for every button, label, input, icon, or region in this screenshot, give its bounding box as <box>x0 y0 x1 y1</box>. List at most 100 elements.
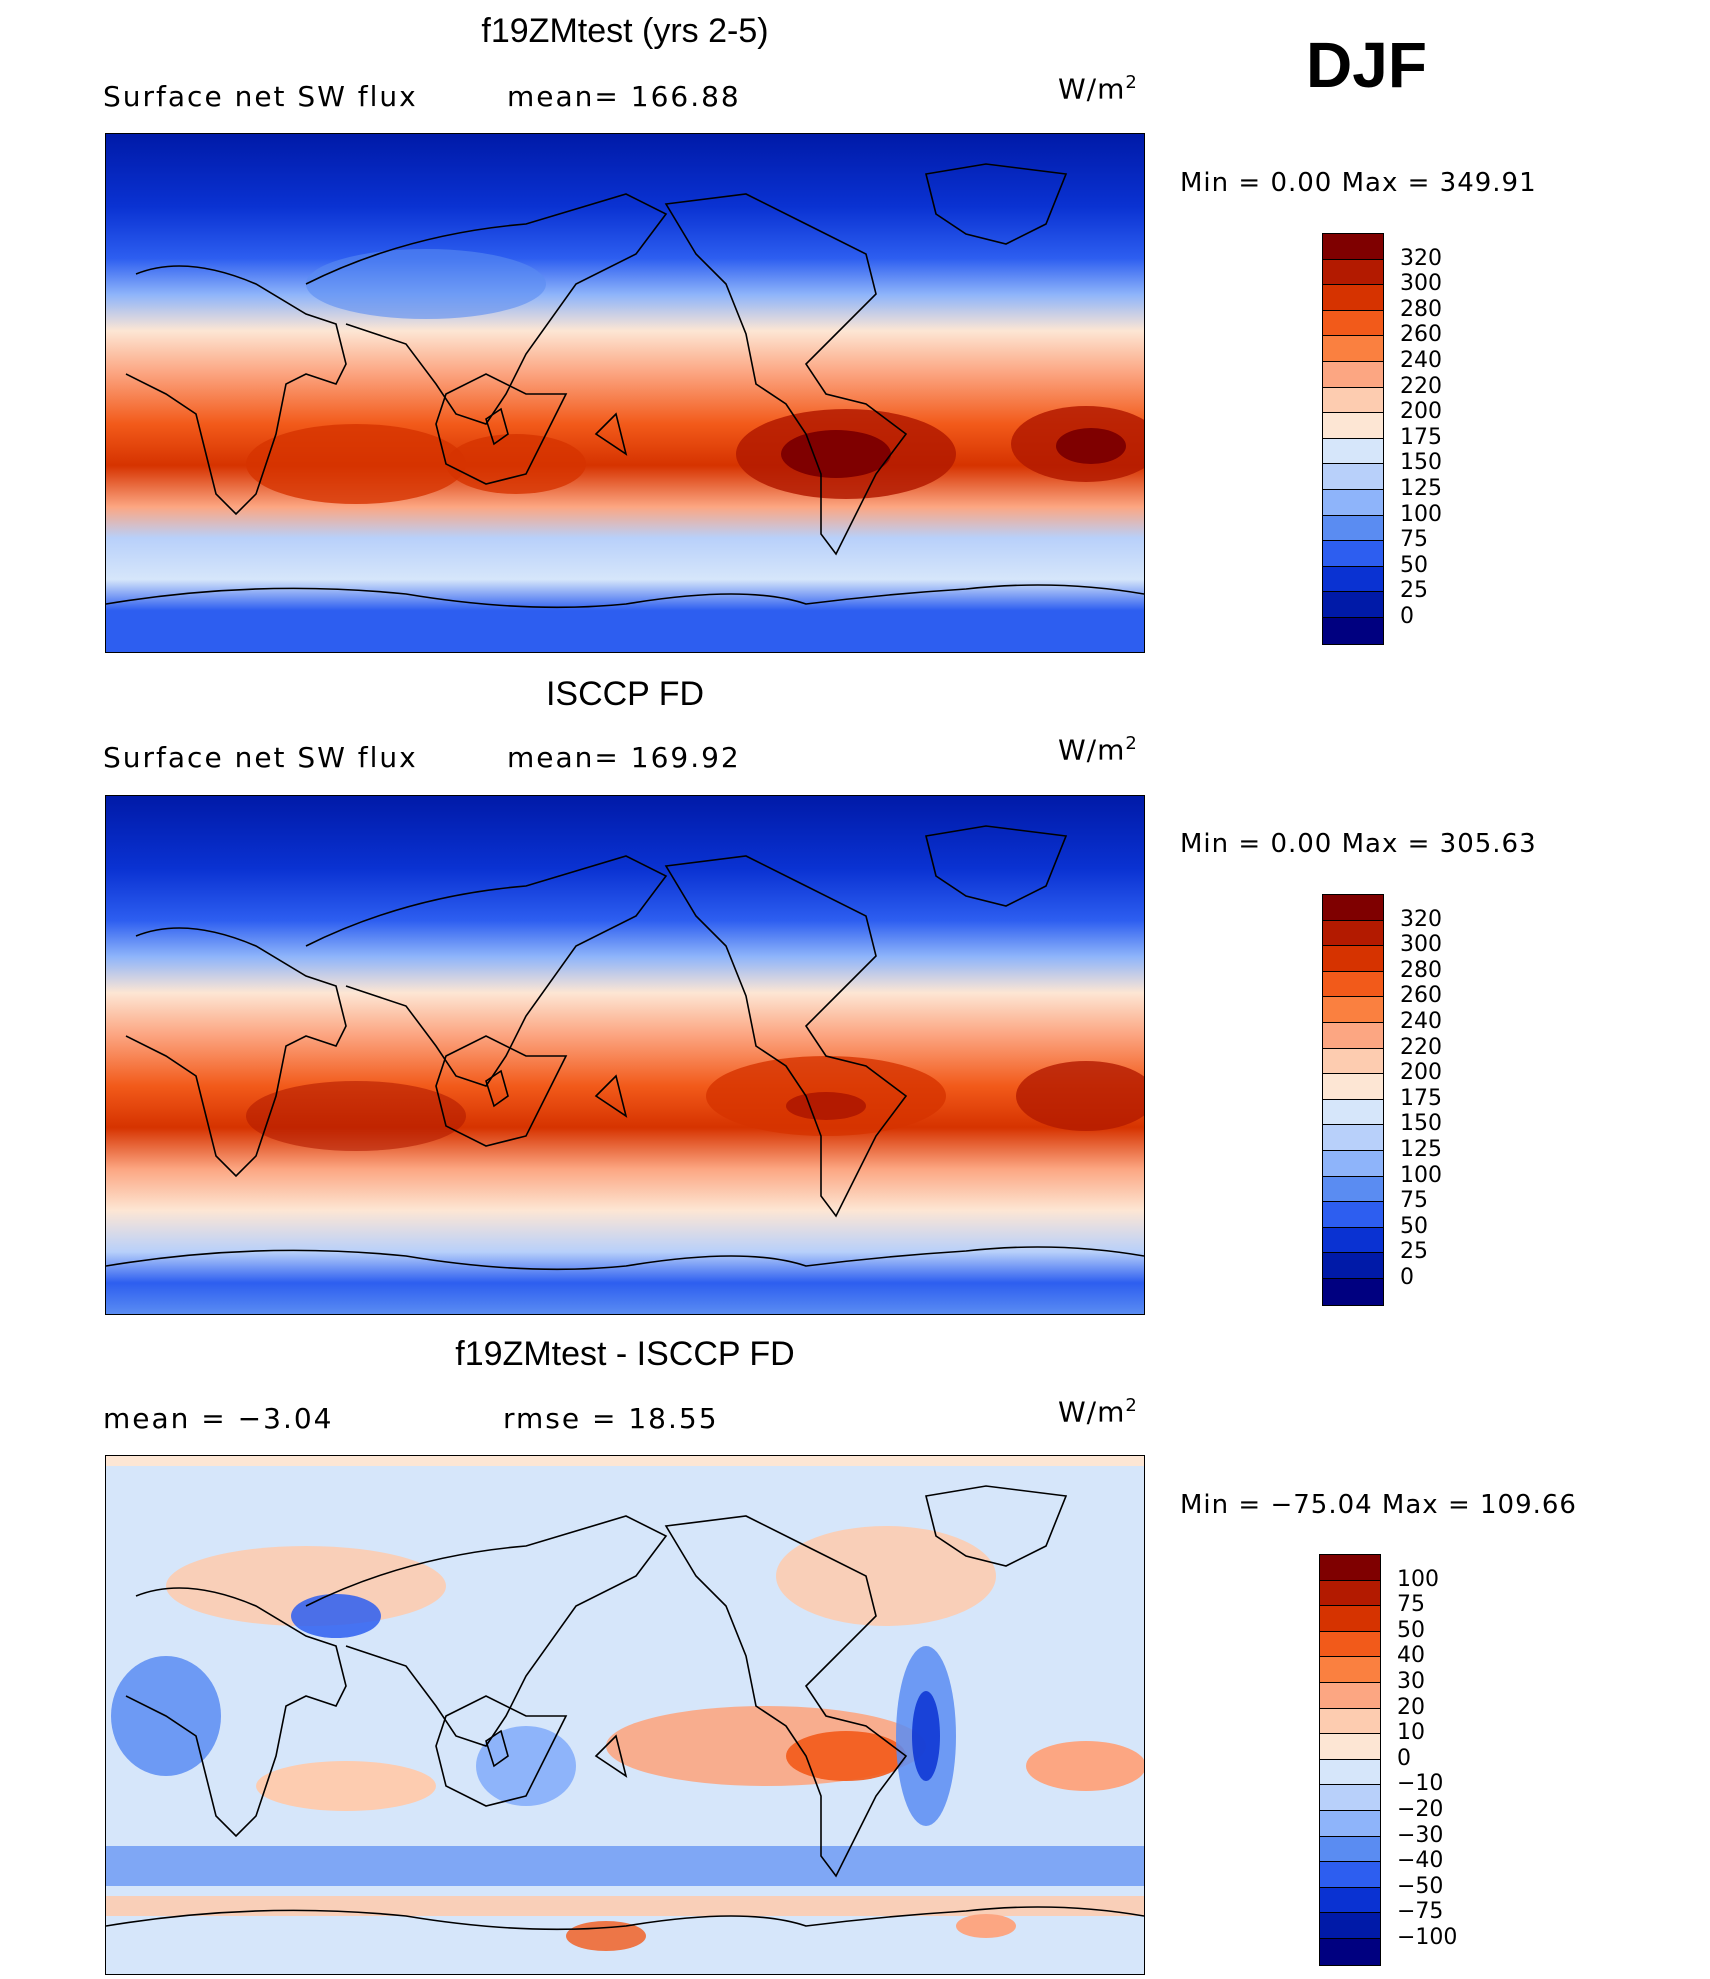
colorbar-tick-label: 25 <box>1400 1239 1428 1265</box>
colorbar-tick-label: 25 <box>1400 578 1428 604</box>
colorbar-swatch <box>1320 1555 1380 1581</box>
colorbar-tick-label: 260 <box>1400 322 1442 348</box>
colorbar-tick-label: 220 <box>1400 373 1442 399</box>
panel-2-mean: mean= 169.92 <box>507 741 741 774</box>
colorbar-swatch <box>1323 1022 1383 1049</box>
colorbar-tick-label: 75 <box>1400 1188 1428 1214</box>
panel-1-title: f19ZMtest (yrs 2-5) <box>481 12 769 50</box>
colorbar-tick-label: 300 <box>1400 271 1442 297</box>
panel-3-rmse: rmse = 18.55 <box>503 1402 719 1435</box>
colorbar-tick-label: 0 <box>1400 1265 1414 1290</box>
colorbar-swatch <box>1323 1150 1383 1177</box>
colorbar-tick-label: −50 <box>1397 1873 1444 1899</box>
colorbar-swatch <box>1320 1606 1380 1632</box>
colorbar-swatch <box>1323 234 1383 260</box>
colorbar-tick-label: 75 <box>1400 527 1428 553</box>
colorbar-swatch <box>1323 438 1383 465</box>
colorbar-swatch <box>1320 1887 1380 1914</box>
colorbar-swatch <box>1320 1938 1380 1965</box>
colorbar-swatch <box>1320 1708 1380 1735</box>
colorbar-tick-label: −75 <box>1397 1899 1444 1925</box>
colorbar-tick-label: 320 <box>1400 245 1442 271</box>
colorbar-swatch <box>1323 566 1383 593</box>
colorbar-swatch <box>1323 464 1383 490</box>
colorbar-swatch <box>1323 895 1383 921</box>
colorbar-swatch <box>1323 592 1383 618</box>
colorbar-swatch <box>1323 413 1383 439</box>
colorbar-tick-label: 20 <box>1397 1694 1425 1720</box>
colorbar-tick-label: 50 <box>1397 1617 1425 1643</box>
colorbar-swatch <box>1320 1734 1380 1760</box>
colorbar-swatch <box>1323 946 1383 972</box>
season-label: DJF <box>1306 29 1427 101</box>
colorbar-swatch <box>1323 361 1383 388</box>
colorbar-swatch <box>1323 285 1383 311</box>
colorbar-tick-label: 150 <box>1400 1111 1442 1137</box>
panel-1-field-label: Surface net SW flux <box>103 80 418 113</box>
colorbar-swatch <box>1323 920 1383 947</box>
colorbar-swatch <box>1323 997 1383 1023</box>
panel-3-title: f19ZMtest - ISCCP FD <box>455 1335 795 1373</box>
colorbar-tick-label: 320 <box>1400 906 1442 932</box>
panel-2-minmax: Min = 0.00 Max = 305.63 <box>1180 829 1537 859</box>
colorbar-tick-label: 0 <box>1400 604 1414 629</box>
colorbar-tick-label: 10 <box>1397 1720 1425 1746</box>
colorbar-tick-label: 40 <box>1397 1643 1425 1669</box>
colorbar-swatch <box>1320 1836 1380 1863</box>
colorbar-swatch <box>1323 1074 1383 1100</box>
colorbar-swatch <box>1323 1048 1383 1075</box>
colorbar-swatches <box>1322 894 1384 1306</box>
colorbar-swatch <box>1323 1099 1383 1126</box>
colorbar-swatch <box>1323 971 1383 998</box>
colorbar-tick-label: 175 <box>1400 1085 1442 1111</box>
panel-2-field-label: Surface net SW flux <box>103 741 418 774</box>
colorbar-tick-label: 100 <box>1397 1566 1439 1592</box>
colorbar-swatch <box>1323 310 1383 337</box>
colorbar-tick-label: 175 <box>1400 424 1442 450</box>
panel-1-map <box>105 133 1145 653</box>
panel-1-units: W/m2 <box>1058 72 1138 106</box>
panel-1-minmax: Min = 0.00 Max = 349.91 <box>1180 168 1537 198</box>
panel-2-map <box>105 795 1145 1315</box>
colorbar-swatch <box>1320 1682 1380 1709</box>
colorbar-tick-label: 100 <box>1400 1162 1442 1188</box>
colorbar-swatch <box>1320 1810 1380 1837</box>
colorbar-swatch <box>1323 1227 1383 1254</box>
panel-3-units: W/m2 <box>1058 1395 1138 1429</box>
colorbar-tick-label: 30 <box>1397 1669 1425 1694</box>
colorbar-tick-label: 50 <box>1400 552 1428 578</box>
colorbar-swatches <box>1319 1554 1381 1966</box>
colorbar-swatch <box>1320 1657 1380 1683</box>
colorbar-tick-label: 200 <box>1400 399 1442 425</box>
colorbar-tick-label: −100 <box>1397 1925 1458 1950</box>
colorbar-tick-label: 240 <box>1400 1009 1442 1034</box>
colorbar-swatch <box>1323 541 1383 567</box>
colorbar-tick-label: 220 <box>1400 1034 1442 1060</box>
colorbar-tick-label: 280 <box>1400 296 1442 322</box>
colorbar-swatch <box>1323 1125 1383 1151</box>
colorbar-swatch <box>1323 489 1383 516</box>
panel-3-minmax: Min = −75.04 Max = 109.66 <box>1180 1490 1577 1520</box>
panel-3-mean: mean = −3.04 <box>103 1402 334 1435</box>
colorbar-swatch <box>1323 336 1383 362</box>
colorbar-tick-label: 0 <box>1397 1745 1411 1771</box>
panel-2-title: ISCCP FD <box>545 675 705 713</box>
colorbar-swatch <box>1320 1631 1380 1658</box>
colorbar-tick-label: −10 <box>1397 1771 1444 1797</box>
colorbar-tick-label: 260 <box>1400 983 1442 1009</box>
panel-1-mean: mean= 166.88 <box>507 80 741 113</box>
colorbar-swatch <box>1323 1278 1383 1305</box>
colorbar-swatch <box>1323 617 1383 644</box>
colorbar-swatch <box>1320 1785 1380 1811</box>
colorbar-tick-label: 200 <box>1400 1060 1442 1086</box>
colorbar-tick-label: 150 <box>1400 450 1442 476</box>
colorbar-swatch <box>1320 1862 1380 1888</box>
panel-2-units: W/m2 <box>1058 733 1138 767</box>
colorbar-swatches <box>1322 233 1384 645</box>
colorbar-tick-label: 100 <box>1400 501 1442 527</box>
colorbar-tick-label: 75 <box>1397 1592 1425 1618</box>
colorbar-swatch <box>1320 1580 1380 1607</box>
colorbar-tick-label: 280 <box>1400 957 1442 983</box>
colorbar-swatch <box>1323 259 1383 286</box>
colorbar-swatch <box>1320 1759 1380 1786</box>
